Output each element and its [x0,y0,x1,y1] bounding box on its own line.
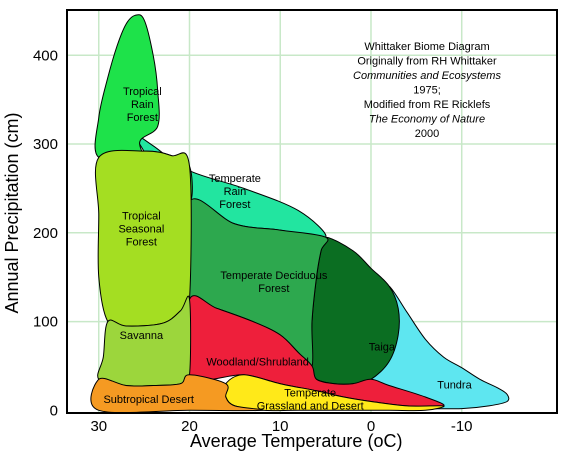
source-note: Whittaker Biome Diagram Originally from R… [353,41,501,140]
x-axis-unit: oC) [373,431,402,451]
biome-region-subtropical-desert [90,374,264,414]
y-tick-label: 300 [33,136,58,153]
x-tick-label: 0 [367,418,375,435]
biome-label-tropical-rain-forest: Tropical Rain Forest [123,86,162,124]
y-tick-label: 100 [33,314,58,331]
plot-frame [66,9,558,414]
source-note-text: Whittaker Biome Diagram Originally from R… [353,41,501,140]
y-tick-label: 200 [33,225,58,242]
x-tick-labels: 30 20 10 0 -10 [90,418,472,435]
biome-label-taiga: Taiga [369,341,396,353]
biome-label-woodland-shrubland: Woodland/Shrubland [206,357,309,369]
biome-label-tundra: Tundra [437,380,472,392]
x-tick-label: 20 [181,418,198,435]
y-tick-label: 0 [50,402,58,419]
biome-regions [90,14,510,414]
biome-label-tropical-seasonal-forest: Tropical Seasonal Forest [118,210,164,248]
biome-label-temperate-rain-forest: Temperate Rain Forest [209,173,261,211]
biome-label-savanna: Savanna [120,330,164,342]
biome-label-temperate-deciduous-forest: Temperate Deciduous Forest [220,270,328,295]
biome-label-subtropical-desert: Subtropical Desert [103,394,194,406]
y-axis-title: Annual Precipitation (cm) [2,112,22,313]
x-tick-label: -10 [451,418,473,435]
biome-region-taiga [310,236,400,385]
x-axis-title: Average Temperature (oC) [190,431,402,451]
y-tick-label: 400 [33,47,58,64]
biome-label-temperate-grassland-and-desert: Temperate Grassland and Desert [257,387,364,412]
biome-labels: Tundra Taiga Temperate Rain Forest Temperate … [103,86,472,412]
x-tick-label: 10 [272,418,289,435]
x-tick-label: 30 [90,418,107,435]
y-tick-labels: 0 100 200 300 400 [33,47,58,419]
